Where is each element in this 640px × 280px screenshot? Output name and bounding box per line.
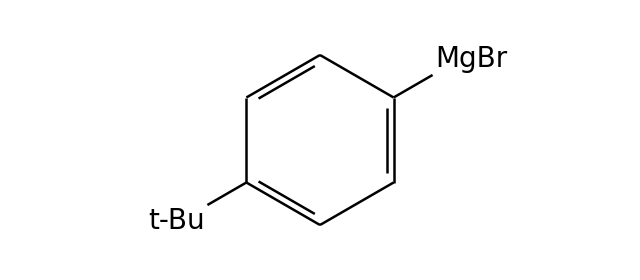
Text: t-Bu: t-Bu xyxy=(148,207,204,235)
Text: MgBr: MgBr xyxy=(436,45,508,73)
